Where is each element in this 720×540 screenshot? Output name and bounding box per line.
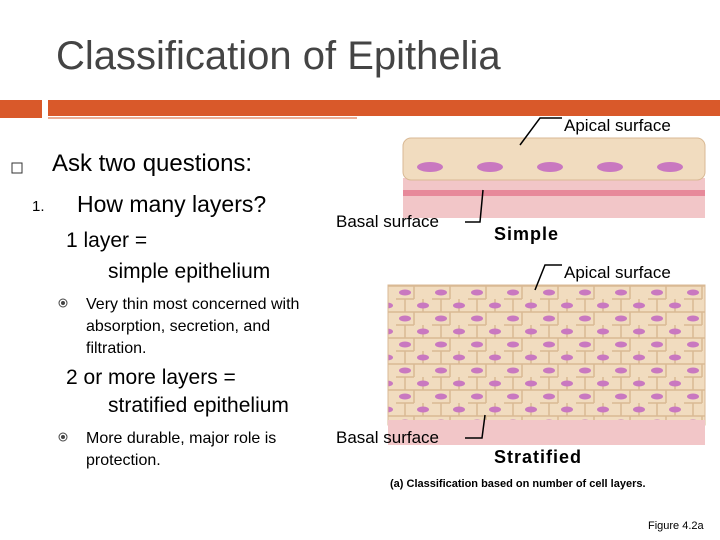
more-layers-name: stratified epithelium	[108, 394, 289, 417]
one-layer-note: Very thin most concerned with absorption…	[86, 296, 300, 357]
caption: (a) Classification based on number of ce…	[390, 478, 646, 490]
accent-bar	[48, 100, 720, 116]
simple-epithelium	[402, 137, 706, 218]
figure-number: Figure 4.2a	[648, 520, 704, 532]
sub-bullet-icons	[58, 298, 68, 442]
title: Classification of Epithelia	[56, 34, 501, 78]
more-layers: 2 or more layers =	[66, 366, 236, 389]
label: Basal surface	[336, 428, 439, 447]
label: Simple	[494, 224, 560, 244]
question-number: 1.	[32, 198, 45, 215]
accent-block	[0, 100, 42, 118]
label: Apical surface	[564, 263, 671, 282]
label: Basal surface	[336, 212, 439, 231]
one-layer-name: simple epithelium	[108, 260, 271, 283]
main-bullet: Ask two questions:	[52, 150, 253, 177]
more-layers-note: More durable, major role is protection.	[86, 430, 277, 469]
one-layer: 1 layer =	[66, 229, 148, 252]
label: Stratified	[494, 447, 583, 467]
question: How many layers?	[77, 191, 267, 217]
leader-lines	[465, 117, 562, 439]
stratified-epithelium	[387, 284, 706, 445]
label: Apical surface	[564, 116, 671, 135]
bullet-box	[11, 162, 23, 174]
